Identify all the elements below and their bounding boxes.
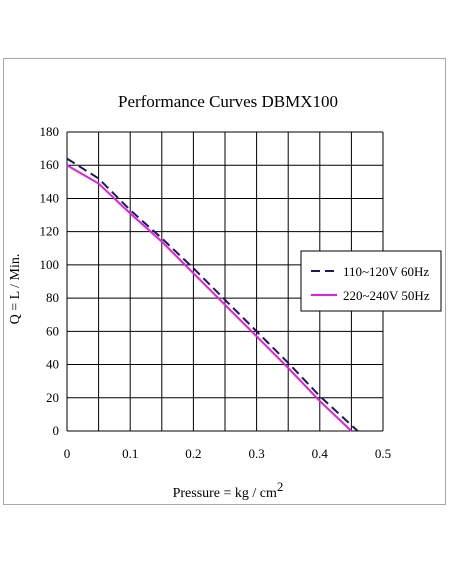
x-tick-label: 0.2	[185, 446, 201, 461]
x-tick-label: 0.4	[312, 446, 329, 461]
legend-label-series-1: 110~120V 60Hz	[343, 264, 429, 279]
x-tick-label: 0.5	[375, 446, 391, 461]
x-tick-label: 0.3	[248, 446, 264, 461]
y-tick-label: 80	[46, 290, 59, 305]
legend-box	[300, 250, 442, 312]
y-tick-label: 120	[40, 224, 60, 239]
x-axis-label-superscript: 2	[277, 479, 284, 494]
y-axis-label: Q = L / Min.	[8, 254, 23, 325]
x-tick-labels: 0 0.1 0.2 0.3 0.4 0.5	[64, 446, 391, 461]
x-tick-label: 0.1	[122, 446, 138, 461]
x-tick-label: 0	[64, 446, 71, 461]
x-axis-label: Pressure = kg / cm2	[173, 479, 284, 501]
y-tick-label: 160	[40, 157, 60, 172]
y-tick-label: 60	[46, 323, 59, 338]
y-tick-label: 0	[53, 423, 60, 438]
y-tick-label: 20	[46, 390, 59, 405]
y-tick-label: 40	[46, 357, 59, 372]
performance-chart: Performance Curves DBMX100 0204060801001…	[8, 92, 442, 501]
plot-grid	[66, 131, 384, 432]
chart-frame: Performance Curves DBMX100 0 20 40 60 80 100 1…	[3, 58, 446, 505]
y-tick-label: 140	[40, 190, 60, 205]
series-line-1	[66, 157, 359, 432]
series-lines	[66, 157, 359, 432]
legend: 110~120V 60Hz 220~240V 50Hz	[300, 250, 442, 312]
series-line-2	[66, 164, 353, 432]
x-axis-label-text: Pressure = kg / cm	[173, 486, 277, 501]
y-tick-label: 180	[40, 124, 60, 139]
y-tick-labels: 0 20 40 60 80 100 120 140 160 180	[40, 124, 60, 438]
legend-label-series-2: 220~240V 50Hz	[343, 288, 430, 303]
y-tick-label: 100	[40, 257, 60, 272]
chart-title: Performance Curves DBMX100	[118, 92, 338, 111]
